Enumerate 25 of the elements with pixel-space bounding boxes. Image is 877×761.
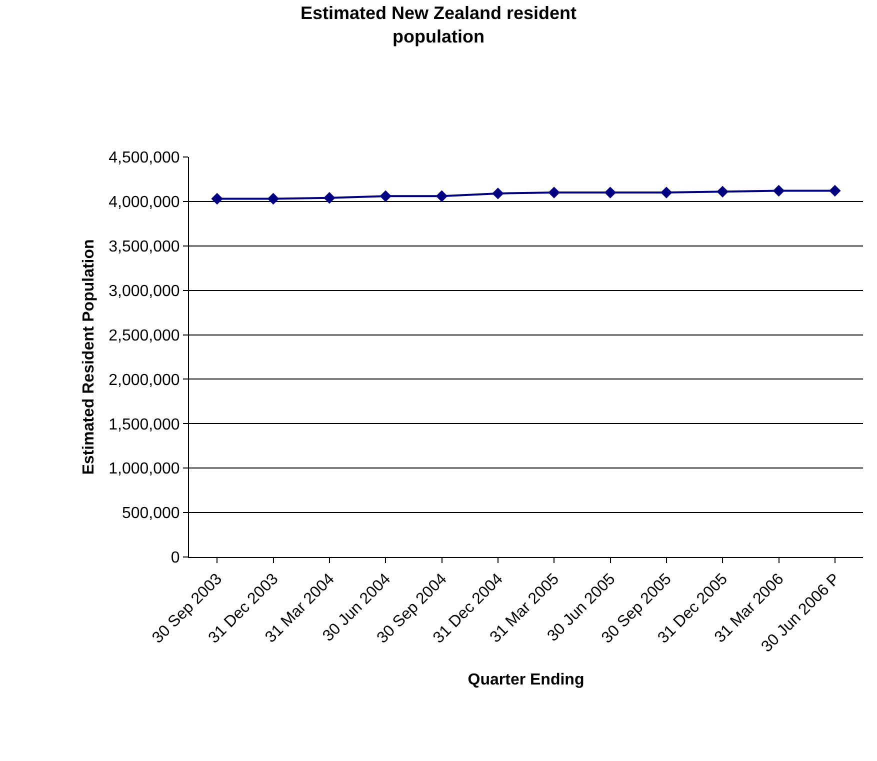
point	[772, 184, 785, 197]
y-tick-label: 2,500,000	[108, 327, 180, 344]
y-tick-label: 2,000,000	[108, 372, 180, 389]
point	[829, 184, 841, 197]
y-tick-label: 500,000	[122, 505, 180, 522]
x-axis-title: Quarter Ending	[468, 671, 584, 688]
y-tick-label: 3,500,000	[108, 238, 180, 256]
point	[324, 192, 336, 204]
y-tick-label: 0	[170, 550, 180, 567]
point	[380, 190, 392, 202]
point	[660, 186, 672, 198]
point	[716, 186, 728, 198]
y-tick-label: 4,000,000	[108, 194, 180, 212]
y-axis-title: Estimated Resident Population	[80, 239, 98, 475]
y-tick-label: 1,500,000	[108, 416, 180, 434]
y-tick-label: 3,000,000	[108, 282, 180, 300]
point	[548, 186, 560, 198]
point	[604, 186, 616, 198]
point	[492, 188, 504, 200]
y-tick-label: 1,000,000	[108, 460, 180, 478]
point	[436, 190, 448, 202]
point	[267, 192, 280, 205]
chart-title: Estimated New Zealand resident population	[300, 3, 577, 46]
point	[211, 192, 223, 205]
y-tick-label: 4,500,000	[108, 150, 180, 167]
